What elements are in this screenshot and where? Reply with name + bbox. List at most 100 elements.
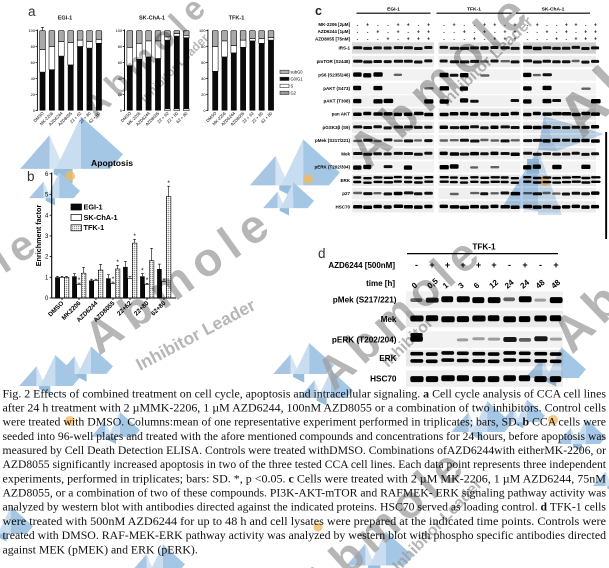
svg-text:-: - [387, 29, 389, 35]
svg-text:p27: p27 [342, 191, 350, 196]
svg-text:pERK (T202/204): pERK (T202/204) [332, 335, 397, 344]
svg-text:+: + [407, 22, 410, 28]
svg-text:-: - [377, 37, 379, 43]
svg-text:-: - [536, 29, 538, 35]
svg-text:-: - [565, 37, 567, 43]
svg-text:against MEK (pMEK) and ERK (pE: against MEK (pMEK) and ERK (pERK). [3, 542, 198, 556]
svg-text:+: + [483, 29, 486, 35]
svg-text:MK-2206 [2µM]: MK-2206 [2µM] [318, 22, 350, 27]
svg-text:+: + [417, 29, 420, 35]
svg-text:-: - [527, 37, 529, 43]
svg-text:SK-ChA-1: SK-ChA-1 [139, 16, 165, 22]
svg-text:+: + [473, 37, 476, 43]
svg-text:20: 20 [201, 92, 206, 97]
svg-text:a: a [28, 4, 36, 19]
svg-text:S: S [291, 83, 294, 88]
svg-text:+: + [397, 29, 400, 35]
svg-text:100: 100 [29, 28, 36, 33]
svg-text:+: + [594, 29, 597, 35]
svg-text:*: * [141, 267, 144, 274]
svg-text:20: 20 [118, 92, 123, 97]
svg-text:-: - [453, 29, 455, 35]
svg-text:-: - [484, 37, 486, 43]
svg-text:-: - [415, 260, 418, 270]
svg-text:G2: G2 [291, 90, 297, 95]
svg-text:EGI-1: EGI-1 [387, 7, 400, 13]
svg-text:Mek: Mek [381, 315, 397, 324]
svg-text:pMek (S217/221): pMek (S217/221) [315, 138, 351, 143]
svg-text:+: + [545, 29, 548, 35]
svg-text:40: 40 [31, 76, 36, 81]
svg-text:+: + [503, 37, 506, 43]
svg-text:-: - [556, 29, 558, 35]
svg-text:1: 1 [441, 280, 451, 290]
svg-text:+: + [594, 37, 597, 43]
svg-text:TFK-1: TFK-1 [472, 243, 496, 252]
svg-text:subG0: subG0 [291, 69, 304, 74]
svg-text:+: + [575, 37, 578, 43]
svg-text:+: + [522, 260, 527, 270]
svg-text:pAKT (T308): pAKT (T308) [323, 99, 350, 104]
svg-text:4: 4 [45, 213, 49, 219]
svg-text:-: - [585, 22, 587, 28]
svg-text:+: + [386, 37, 389, 43]
svg-text:d: d [318, 246, 326, 261]
svg-text:pmTOR (S2448): pmTOR (S2448) [317, 59, 351, 64]
svg-text:+: + [514, 29, 517, 35]
svg-text:60: 60 [118, 60, 123, 65]
svg-text:experiments, performed in trip: experiments, performed in triplicates; b… [3, 471, 607, 485]
svg-text:0: 0 [33, 108, 36, 113]
svg-text:-: - [418, 22, 420, 28]
svg-text:+: + [429, 260, 434, 270]
svg-text:pan AKT: pan AKT [332, 112, 351, 117]
svg-text:+: + [417, 37, 420, 43]
svg-text:40: 40 [118, 76, 123, 81]
svg-text:TFK-1: TFK-1 [229, 16, 245, 22]
svg-text:-: - [357, 37, 359, 43]
svg-text:-: - [527, 22, 529, 28]
svg-text:20: 20 [31, 92, 36, 97]
svg-text:pMek (S217/221): pMek (S217/221) [333, 295, 397, 304]
svg-text:*: * [146, 277, 149, 284]
svg-text:ERK: ERK [340, 178, 350, 183]
svg-text:Mek: Mek [341, 151, 350, 156]
svg-text:measured by Cell Death Detecti: measured by Cell Death Detection ELISA. … [3, 443, 607, 457]
svg-text:+: + [493, 37, 496, 43]
svg-text:0: 0 [203, 108, 206, 113]
svg-text:pAKT (S473): pAKT (S473) [323, 86, 350, 91]
svg-text:-: - [463, 37, 465, 43]
svg-text:G0/G1: G0/G1 [291, 76, 304, 81]
svg-text:80: 80 [201, 44, 206, 49]
svg-text:+: + [514, 37, 517, 43]
svg-text:-: - [397, 37, 399, 43]
svg-text:+: + [476, 260, 481, 270]
svg-text:+: + [407, 37, 410, 43]
svg-text:1: 1 [45, 275, 49, 281]
svg-text:TFK-1: TFK-1 [84, 223, 105, 232]
svg-text:EGI-1: EGI-1 [84, 202, 103, 211]
svg-text:+: + [503, 29, 506, 35]
svg-text:-: - [463, 22, 465, 28]
svg-text:-: - [453, 37, 455, 43]
svg-text:+: + [427, 37, 430, 43]
svg-text:AZD8055 [75nM]: AZD8055 [75nM] [315, 36, 351, 41]
svg-text:+: + [483, 22, 486, 28]
svg-text:+: + [493, 22, 496, 28]
svg-text:+: + [453, 22, 456, 28]
svg-text:time [h]: time [h] [366, 279, 395, 288]
svg-text:SK-ChA-1: SK-ChA-1 [542, 7, 565, 13]
svg-text:-: - [387, 22, 389, 28]
svg-text:AZD6244 [1µM]: AZD6244 [1µM] [318, 29, 351, 34]
svg-text:-: - [367, 37, 369, 43]
svg-text:+: + [491, 260, 496, 270]
svg-text:40: 40 [201, 76, 206, 81]
svg-text:analyzed by western blot with: analyzed by western blot with antibodies… [3, 500, 607, 514]
svg-text:+: + [376, 29, 379, 35]
svg-text:*: * [133, 233, 136, 240]
svg-text:-: - [508, 260, 511, 270]
svg-text:-: - [536, 37, 538, 43]
svg-text:-: - [357, 22, 359, 28]
svg-text:+: + [427, 22, 430, 28]
svg-text:HSC70: HSC70 [370, 374, 397, 383]
svg-text:-: - [539, 260, 542, 270]
